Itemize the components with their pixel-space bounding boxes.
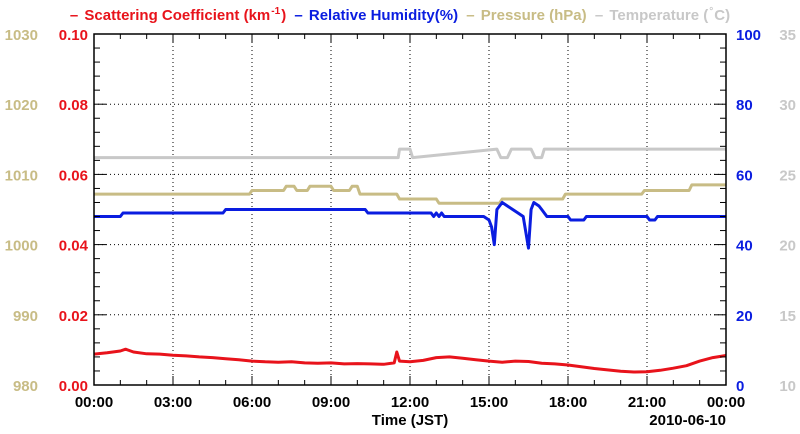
x-tick-label: 03:00 [154, 394, 192, 411]
humidity-tick-label: 80 [736, 97, 753, 114]
pressure-tick-label: 980 [13, 378, 38, 395]
legend-label: Temperature ( [609, 7, 709, 24]
axis-labels: 00:00 03:00 06:00 09:00 12:00 15:00 18:00 21:00… [5, 27, 796, 429]
scattering-tick-label: 0.00 [59, 378, 88, 395]
x-tick-label: 09:00 [312, 394, 350, 411]
series-line-temperature [94, 147, 726, 160]
humidity-tick-label: 20 [736, 308, 753, 325]
tick-marks [93, 33, 727, 386]
legend-label: Pressure (hPa) [480, 7, 587, 24]
x-tick-label: 00:00 [707, 394, 745, 411]
x-tick-label: 12:00 [391, 394, 429, 411]
x-tick-label: 06:00 [233, 394, 271, 411]
pressure-tick-label: 1030 [5, 27, 38, 44]
temperature-tick-label: 15 [779, 308, 796, 325]
temperature-tick-label: 20 [779, 238, 796, 255]
series-group [93, 147, 727, 374]
x-axis-title: Time (JST) [372, 412, 448, 429]
temperature-tick-label: 10 [779, 378, 796, 395]
humidity-tick-label: 100 [736, 27, 761, 44]
legend-tail: ) [281, 7, 287, 24]
legend-dash: – [294, 7, 303, 24]
legend-tail: C) [714, 7, 731, 24]
legend-sup: -1 [271, 6, 281, 17]
temperature-tick-label: 25 [779, 167, 796, 184]
series-line-relative-humidity [94, 201, 726, 250]
pressure-tick-label: 990 [13, 308, 38, 325]
legend-pressure: – Pressure (hPa) [465, 7, 592, 24]
scattering-tick-label: 0.02 [59, 308, 88, 325]
legend-dash: – [594, 7, 604, 24]
pressure-tick-label: 1010 [5, 167, 38, 184]
temperature-tick-label: 35 [779, 27, 796, 44]
x-tick-label: 21:00 [628, 394, 666, 411]
humidity-tick-label: 40 [736, 238, 753, 255]
pressure-tick-label: 1020 [5, 97, 38, 114]
scattering-tick-label: 0.06 [59, 167, 88, 184]
scattering-tick-label: 0.08 [59, 97, 88, 114]
humidity-tick-label: 60 [736, 167, 753, 184]
x-tick-label: 15:00 [470, 394, 508, 411]
pressure-tick-label: 1000 [5, 238, 38, 255]
series-line-scattering-coefficient [93, 347, 727, 374]
temperature-tick-label: 30 [779, 97, 796, 114]
legend-label: Relative Humidity(%) [308, 7, 459, 24]
x-tick-label: 18:00 [549, 394, 587, 411]
legend-humidity: – Relative Humidity(%) [293, 7, 463, 24]
legend-temperature: – Temperature (°C) [594, 6, 731, 24]
series-line-pressure-hpa [94, 183, 726, 205]
legend-scattering: – Scattering Coefficient (km-1) [69, 6, 291, 24]
date-label: 2010-06-10 [649, 412, 726, 429]
scattering-tick-label: 0.04 [59, 238, 89, 255]
x-tick-label: 00:00 [75, 394, 113, 411]
legend-dash: – [466, 7, 475, 24]
humidity-tick-label: 0 [736, 378, 744, 395]
chart-legend: – Scattering Coefficient (km-1) – Relati… [0, 6, 800, 24]
legend-dash: – [69, 7, 79, 24]
legend-label: Scattering Coefficient (km [84, 7, 271, 24]
grid-lines [94, 34, 726, 385]
scattering-tick-label: 0.10 [59, 27, 88, 44]
legend-degree: ° [709, 6, 714, 17]
